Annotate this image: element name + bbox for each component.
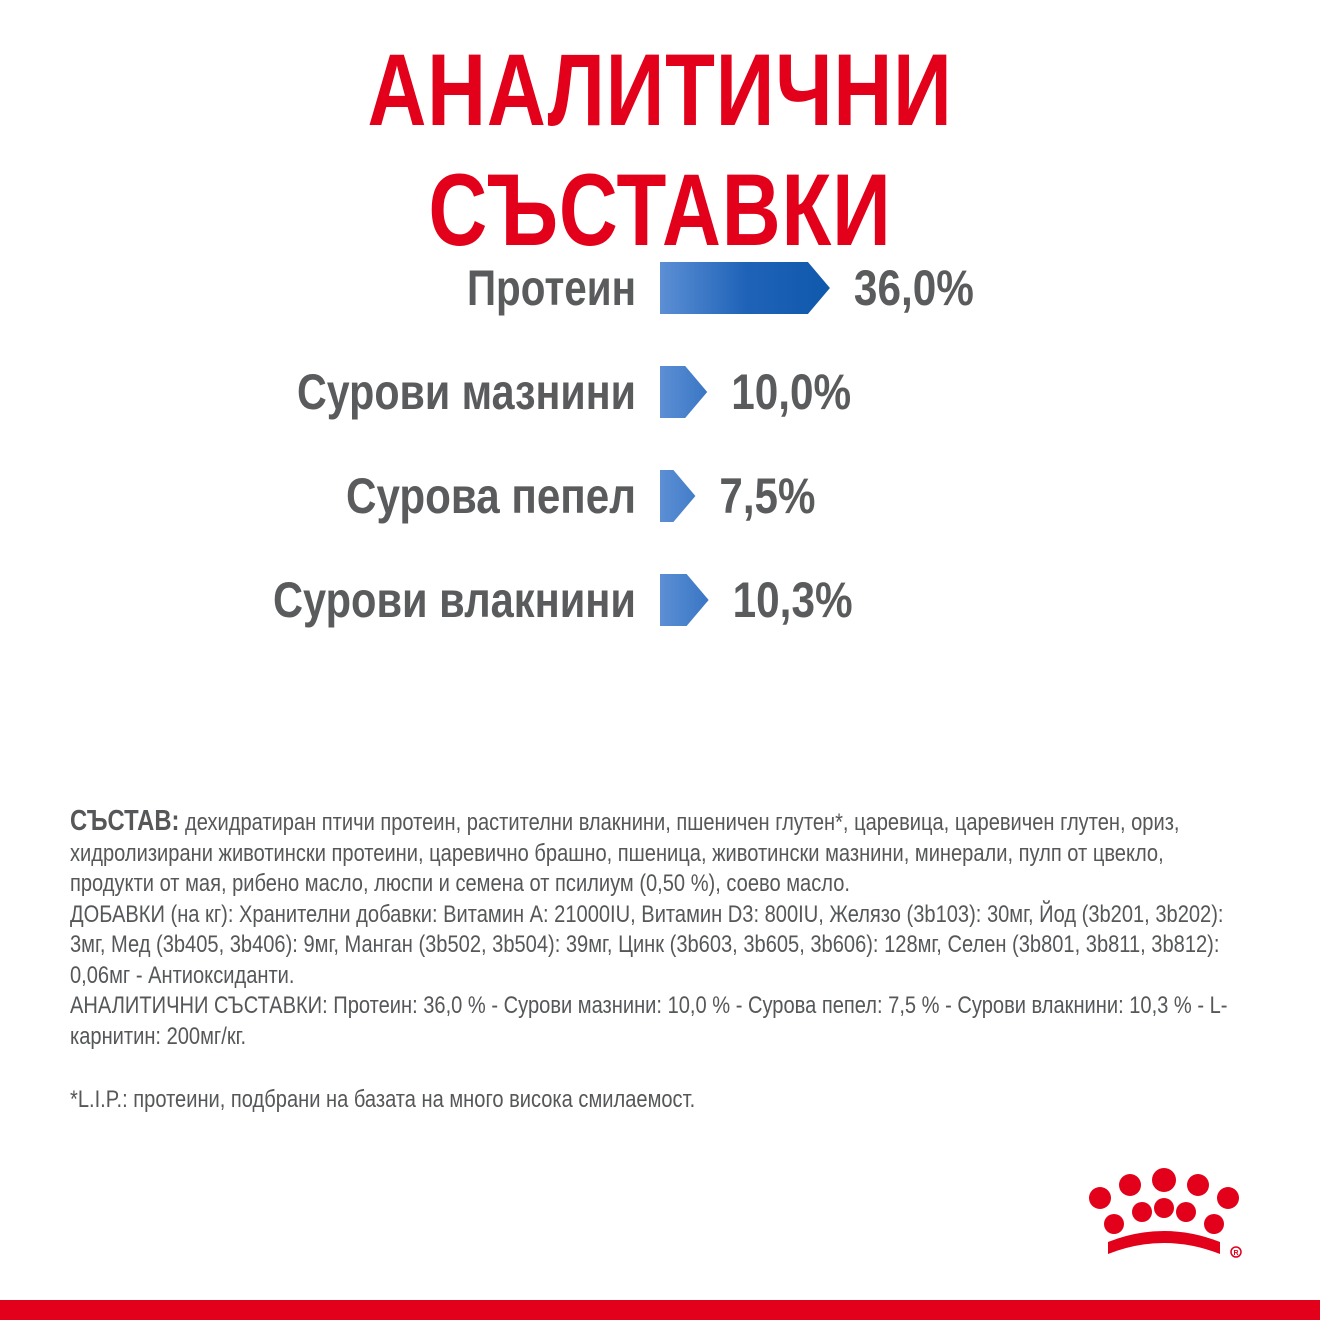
- bar-category-label: Сурова пепел: [346, 468, 636, 524]
- footnote: *L.I.P.: протеини, подбрани на базата на…: [70, 1086, 696, 1113]
- bar-value-label: 10,0%: [731, 364, 851, 420]
- svg-text:R: R: [1233, 1250, 1238, 1257]
- bar-mark: [660, 470, 696, 522]
- bottom-red-bar: [0, 1300, 1320, 1320]
- royal-canin-crown-logo-icon: R: [1089, 1168, 1242, 1258]
- composition-text: дехидратиран птичи протеин, растителни в…: [70, 809, 1180, 897]
- page-title: АНАЛИТИЧНИ СЪСТАВКИ: [367, 33, 953, 267]
- composition-block: СЪСТАВ: дехидратиран птичи протеин, раст…: [70, 806, 1234, 1052]
- nutrient-bar-chart: Протеин 36,0% Сурови мазнини 10,0% Сурова пе…: [273, 260, 974, 628]
- bar-mark: [660, 366, 708, 418]
- bar-value-label: 7,5%: [719, 468, 815, 524]
- bar-value-label: 10,3%: [733, 572, 853, 628]
- bar-category-label: Протеин: [467, 260, 636, 316]
- bar-mark: [660, 262, 830, 314]
- composition-paragraph: СЪСТАВ: дехидратиран птичи протеин, раст…: [70, 806, 1234, 900]
- bar-mark: [660, 574, 709, 626]
- bar-value-label: 36,0%: [854, 260, 974, 316]
- bar-category-label: Сурови мазнини: [297, 364, 636, 420]
- composition-lead: СЪСТАВ:: [70, 805, 180, 837]
- bar-category-label: Сурови влакнини: [273, 572, 636, 628]
- additives-text: ДОБАВКИ (на кг): Хранителни добавки: Вит…: [70, 900, 1224, 989]
- analytical-text: АНАЛИТИЧНИ СЪСТАВКИ: Протеин: 36,0 % - С…: [70, 992, 1228, 1050]
